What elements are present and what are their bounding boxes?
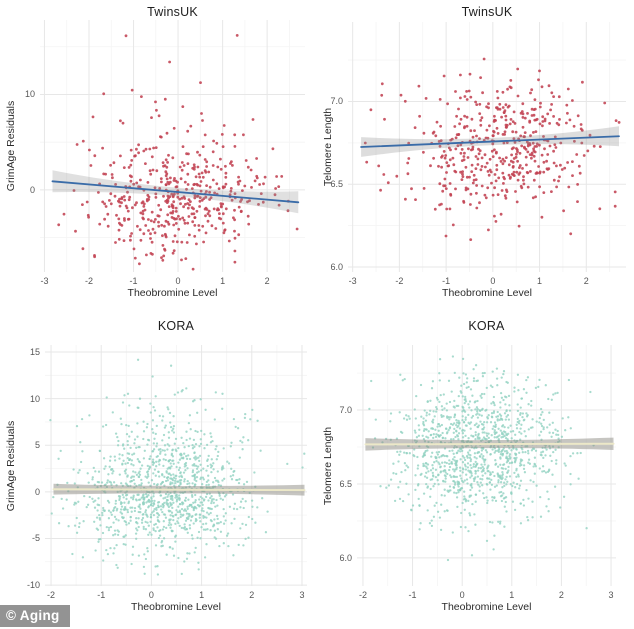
major-grid-lines — [357, 345, 616, 586]
scatter-plot — [357, 345, 616, 586]
x-axis-label: Theobromine Level — [442, 287, 532, 299]
x-tick-label: 2 — [583, 276, 589, 286]
y-tick-label: -5 — [31, 533, 40, 544]
points-layer — [363, 57, 621, 242]
points-layer — [49, 358, 306, 576]
x-tick-label: 2 — [249, 590, 255, 600]
x-tick-label: 3 — [299, 590, 305, 600]
y-axis-label: GrimAge Residuals — [5, 420, 17, 511]
x-tick-label: 0 — [175, 276, 181, 286]
panel-title: KORA — [157, 319, 195, 333]
minor-grid-lines — [45, 345, 307, 586]
y-tick-label: 6.0 — [330, 262, 343, 273]
y-tick-label: 10 — [29, 393, 40, 404]
x-axis-label: Theobromine Level — [131, 601, 221, 613]
y-axis-label: GrimAge Residuals — [5, 100, 17, 192]
y-tick-label: 5 — [34, 440, 40, 451]
x-tick-label: 2 — [264, 276, 270, 286]
y-axis-label: Telomere Length — [322, 426, 334, 505]
y-tick-label: 7.0 — [339, 405, 352, 416]
x-tick-label: 0 — [148, 590, 154, 600]
x-tick-label: 0 — [459, 590, 465, 600]
y-tick-label: -10 — [26, 580, 40, 591]
minor-grid-lines — [40, 20, 305, 272]
aging-watermark: © Aging — [0, 605, 70, 627]
x-tick-label: -1 — [129, 276, 138, 286]
x-tick-label: -1 — [442, 276, 451, 286]
x-tick-label: 3 — [608, 590, 614, 600]
x-tick-label: -3 — [348, 276, 357, 286]
major-grid-lines — [45, 345, 307, 586]
regression-line — [360, 135, 620, 148]
panel-title: TwinsUK — [147, 5, 198, 19]
x-tick-label: -1 — [408, 590, 417, 600]
panel-twinsuk-telomere: TwinsUK Telomere Length Theobromine Leve… — [317, 0, 634, 305]
scatter-plot — [348, 22, 626, 272]
y-tick-label: 0 — [29, 184, 35, 195]
regression-line — [52, 488, 306, 492]
x-tick-label: 1 — [220, 276, 226, 286]
scatter-plot — [45, 345, 307, 586]
minor-grid-lines — [357, 345, 616, 586]
x-axis-label: Theobromine Level — [441, 601, 532, 613]
panel-title: TwinsUK — [461, 5, 513, 19]
panel-kora-grimage: KORA GrimAge Residuals Theobromine Level… — [0, 305, 317, 629]
points-layer — [368, 355, 595, 562]
scatter-plot — [40, 20, 305, 272]
x-tick-label: -2 — [84, 276, 93, 286]
x-tick-label: 1 — [199, 590, 205, 600]
y-tick-label: 10 — [24, 89, 35, 100]
y-tick-label: 15 — [29, 346, 40, 357]
panel-kora-telomere: KORA Telomere Length Theobromine Level -… — [317, 305, 634, 629]
y-tick-label: 6.5 — [339, 478, 352, 489]
y-tick-label: 0 — [34, 486, 40, 497]
regression-line — [364, 442, 615, 446]
x-tick-label: -2 — [47, 590, 56, 600]
major-grid-lines — [40, 20, 305, 272]
regression-line — [51, 180, 300, 204]
x-tick-label: 2 — [558, 590, 564, 600]
points-layer — [57, 34, 299, 271]
panel-title: KORA — [468, 319, 505, 333]
y-tick-label: 6.0 — [339, 552, 352, 563]
major-grid-lines — [348, 22, 626, 272]
x-tick-label: 1 — [537, 276, 543, 286]
x-axis-label: Theobromine Level — [127, 287, 218, 299]
x-tick-label: 0 — [490, 276, 496, 286]
y-tick-label: 7.0 — [330, 96, 343, 107]
x-tick-label: -2 — [358, 590, 367, 600]
y-tick-label: 6.5 — [330, 179, 343, 190]
x-tick-label: 1 — [509, 590, 515, 600]
x-tick-label: -2 — [395, 276, 404, 286]
x-tick-label: -3 — [40, 276, 49, 286]
y-axis-label: Telomere Length — [322, 107, 334, 187]
panel-twinsuk-grimage: TwinsUK GrimAge Residuals Theobromine Le… — [0, 0, 317, 305]
x-tick-label: -1 — [97, 590, 106, 600]
